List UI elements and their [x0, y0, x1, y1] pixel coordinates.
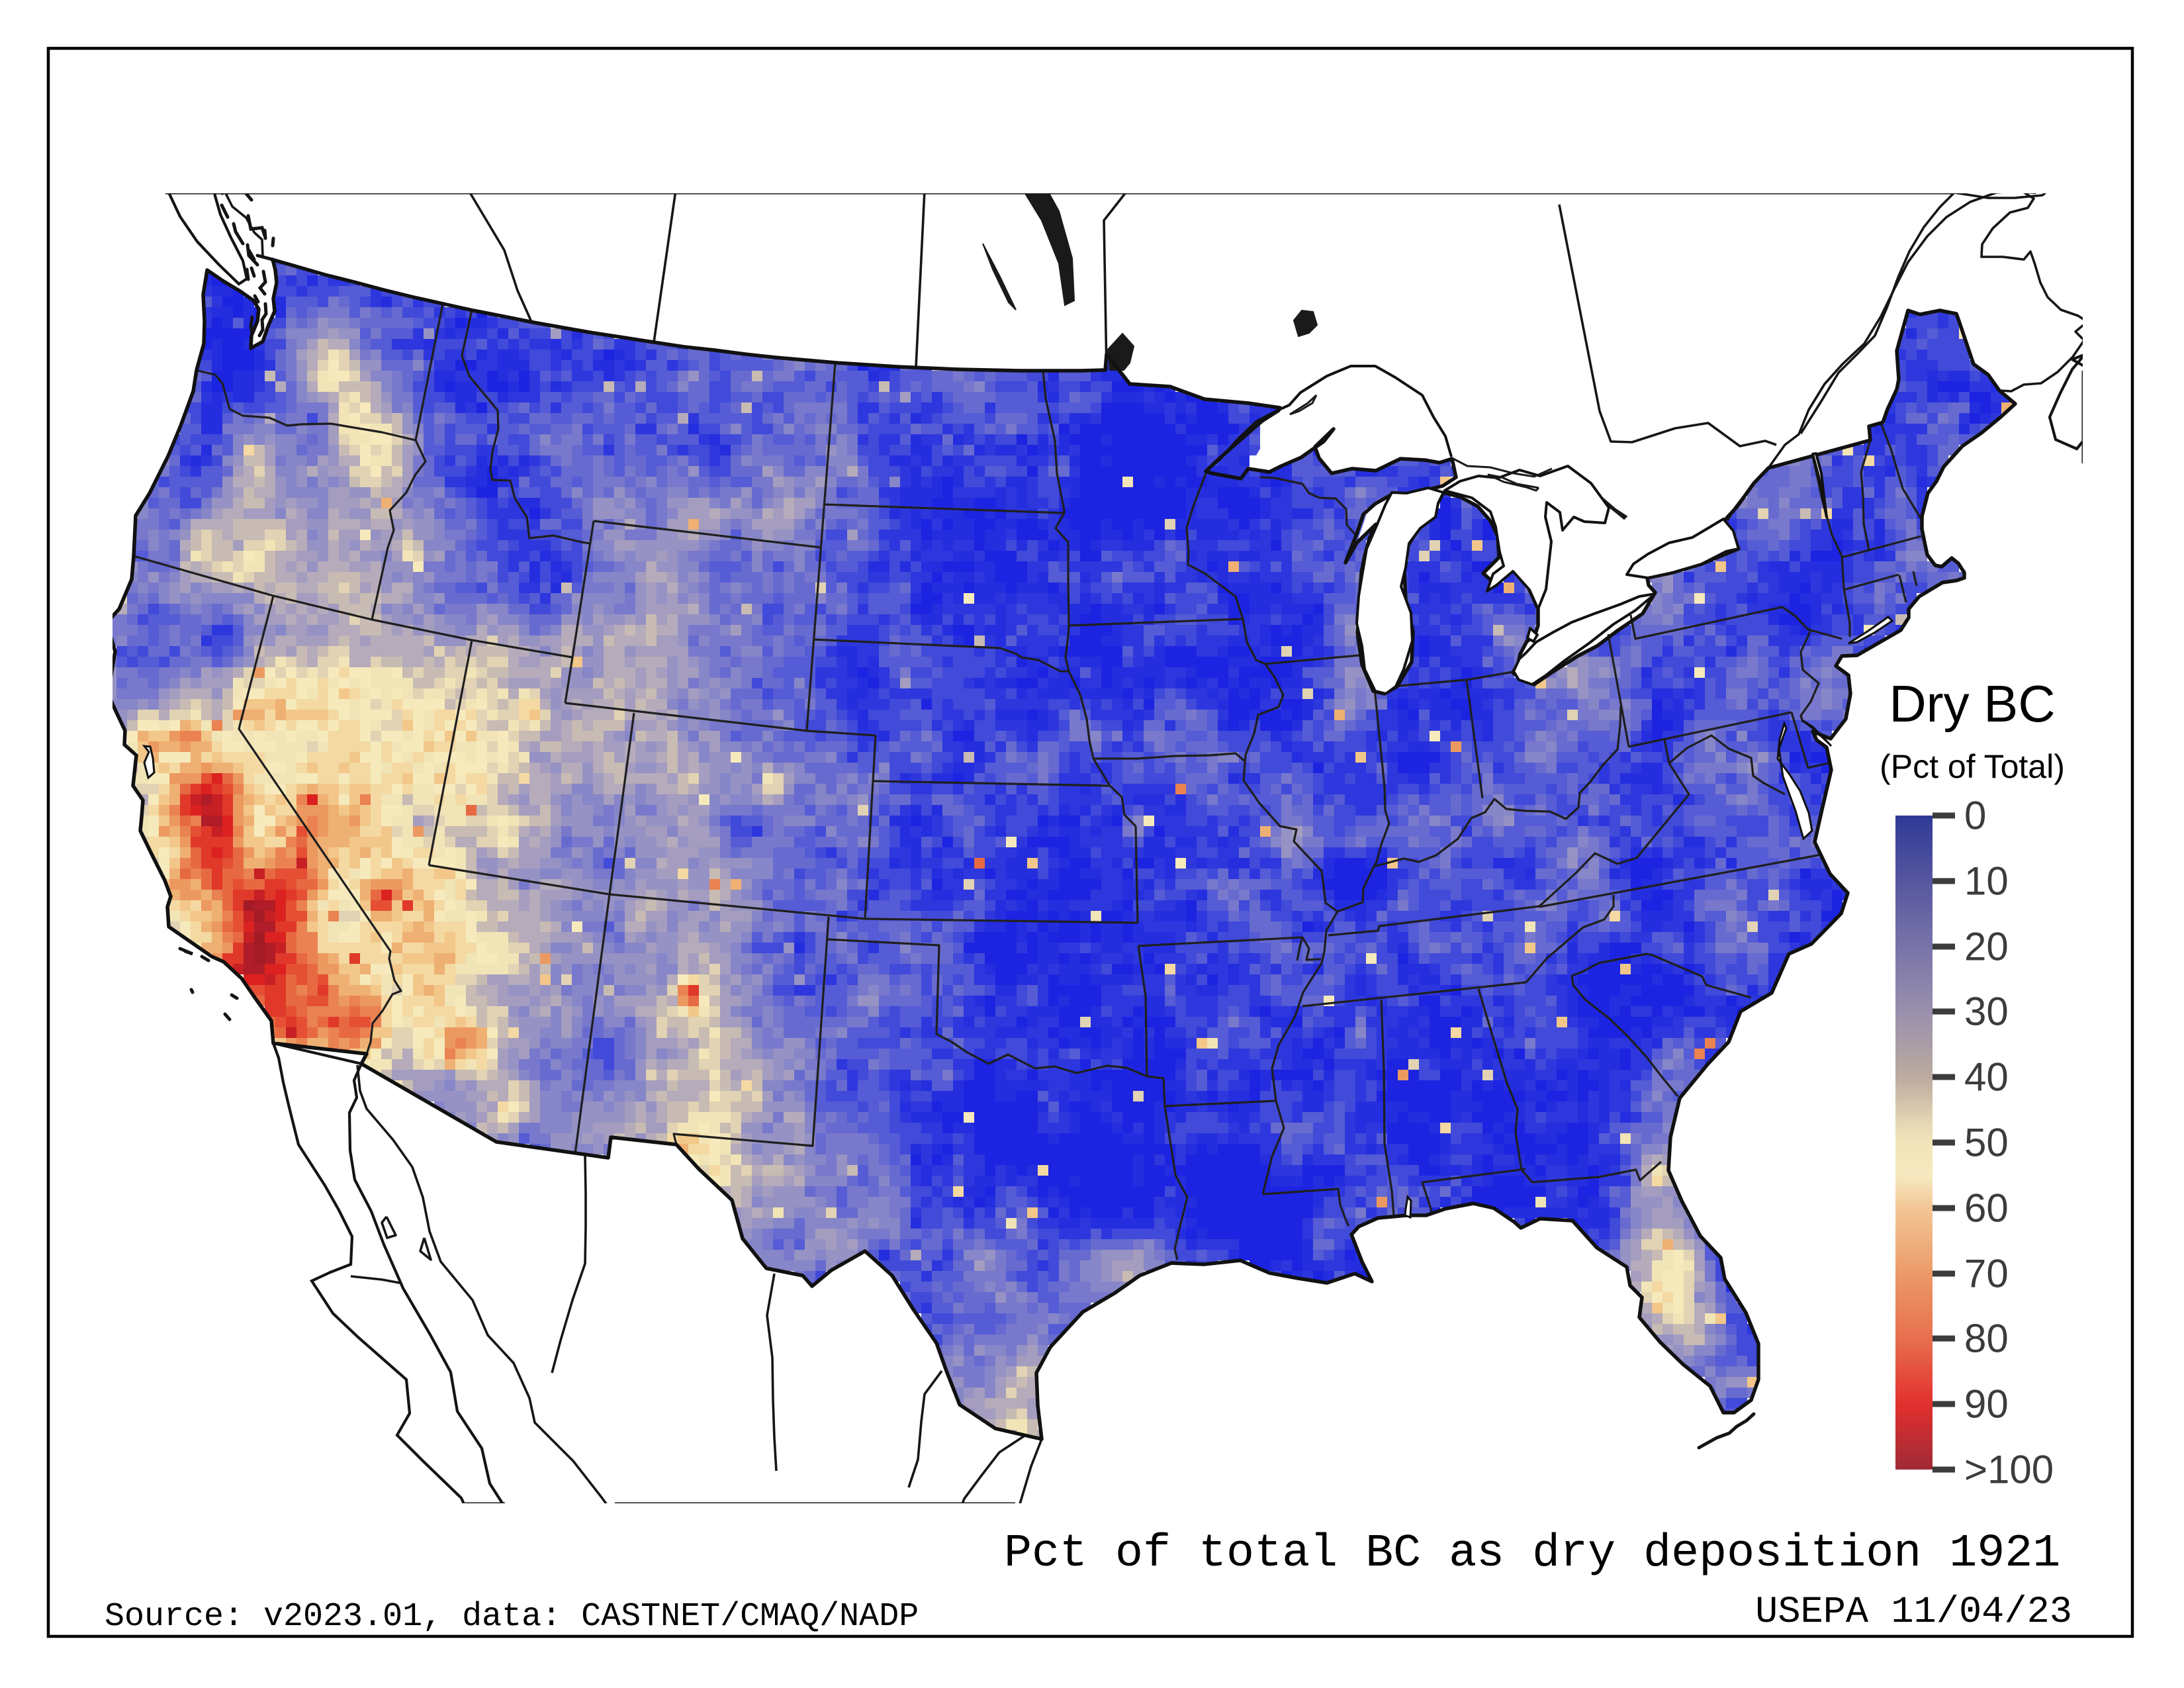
svg-text:USEPA 11/04/23: USEPA 11/04/23 [1755, 1591, 2072, 1634]
svg-text:Pct of total BC as dry deposit: Pct of total BC as dry deposition 1921 [1004, 1528, 2060, 1580]
svg-text:50: 50 [1964, 1121, 2009, 1165]
svg-text:70: 70 [1964, 1252, 2009, 1296]
svg-text:>100: >100 [1964, 1448, 2054, 1492]
svg-text:40: 40 [1964, 1055, 2009, 1100]
svg-text:20: 20 [1964, 925, 2009, 969]
svg-text:90: 90 [1964, 1382, 2009, 1427]
svg-text:30: 30 [1964, 990, 2009, 1034]
svg-text:Dry BC: Dry BC [1889, 675, 2055, 733]
svg-text:80: 80 [1964, 1317, 2009, 1361]
svg-text:10: 10 [1964, 859, 2009, 904]
svg-text:(Pct of Total): (Pct of Total) [1880, 748, 2065, 785]
svg-text:60: 60 [1964, 1186, 2009, 1231]
svg-text:Source: v2023.01, data: CASTNE: Source: v2023.01, data: CASTNET/CMAQ/NAD… [105, 1598, 919, 1636]
svg-text:0: 0 [1964, 794, 1986, 838]
